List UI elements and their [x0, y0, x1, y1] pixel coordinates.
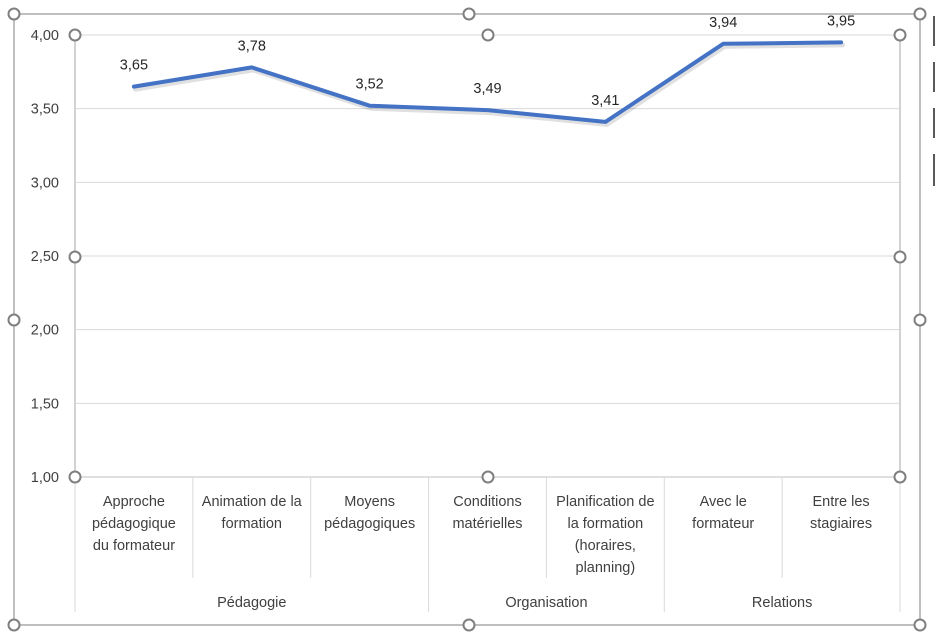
plot-resize-handle[interactable]	[893, 470, 907, 484]
y-axis-tick-labels: 1,00 1,50 2,00 2,50 3,00 3,50 4,00	[31, 28, 59, 486]
y-tick-label: 1,00	[31, 470, 59, 486]
x-axis: Approche pédagogique du formateur Animation…	[74, 476, 901, 612]
plot-resize-handle[interactable]	[893, 250, 907, 264]
series-line	[131, 40, 846, 127]
y-tick-label: 1,50	[31, 396, 59, 412]
chart-selection-frame[interactable]	[13, 13, 921, 626]
chart-resize-handle[interactable]	[913, 618, 927, 632]
data-label: 3,78	[238, 38, 266, 54]
y-tick-label: 3,00	[31, 175, 59, 191]
data-label: 3,95	[827, 13, 855, 29]
y-tick-label: 2,00	[31, 323, 59, 339]
chart-resize-handle[interactable]	[913, 7, 927, 21]
x-tick-label: Approche pédagogique du formateur	[92, 494, 176, 554]
chart-resize-handle[interactable]	[913, 313, 927, 327]
chart-resize-handle[interactable]	[462, 618, 476, 632]
data-label: 3,94	[709, 15, 737, 31]
plot-resize-handle[interactable]	[893, 28, 907, 42]
data-label: 3,49	[473, 81, 501, 97]
data-label: 3,65	[120, 58, 148, 74]
data-label: 3,41	[591, 93, 619, 109]
plot-resize-handle[interactable]	[481, 470, 495, 484]
data-labels: 3,65 3,78 3,52 3,49 3,41 3,94 3,95	[120, 13, 855, 109]
y-tick-label: 2,50	[31, 249, 59, 265]
x-tick-label: Entre les stagiaires	[810, 494, 872, 532]
plot-resize-handle[interactable]	[68, 470, 82, 484]
plot-resize-handle[interactable]	[481, 28, 495, 42]
y-tick-label: 4,00	[31, 28, 59, 44]
x-group-label: Pédagogie	[217, 595, 286, 611]
resize-handles[interactable]	[7, 7, 927, 632]
y-tick-label: 3,50	[31, 102, 59, 118]
chart-resize-handle[interactable]	[7, 313, 21, 327]
x-tick-label: Avec le formateur	[692, 494, 754, 532]
plot-resize-handle[interactable]	[68, 250, 82, 264]
data-label: 3,52	[356, 77, 384, 93]
x-tick-label: Animation de la formation	[202, 494, 303, 532]
x-tick-label: Planification de la formation (horaires, pl…	[556, 494, 654, 576]
plot-resize-handle[interactable]	[68, 28, 82, 42]
chart-resize-handle[interactable]	[7, 7, 21, 21]
chart-resize-handle[interactable]	[7, 618, 21, 632]
x-tick-label: Conditions matérielles	[452, 494, 522, 532]
gridlines	[75, 34, 900, 478]
x-tick-label: Moyens pédagogiques	[324, 494, 415, 532]
series-line-path	[131, 40, 844, 124]
x-group-label: Organisation	[505, 595, 587, 611]
x-group-label: Relations	[752, 595, 812, 611]
chart-resize-handle[interactable]	[462, 7, 476, 21]
chart-area-border[interactable]	[13, 13, 921, 626]
